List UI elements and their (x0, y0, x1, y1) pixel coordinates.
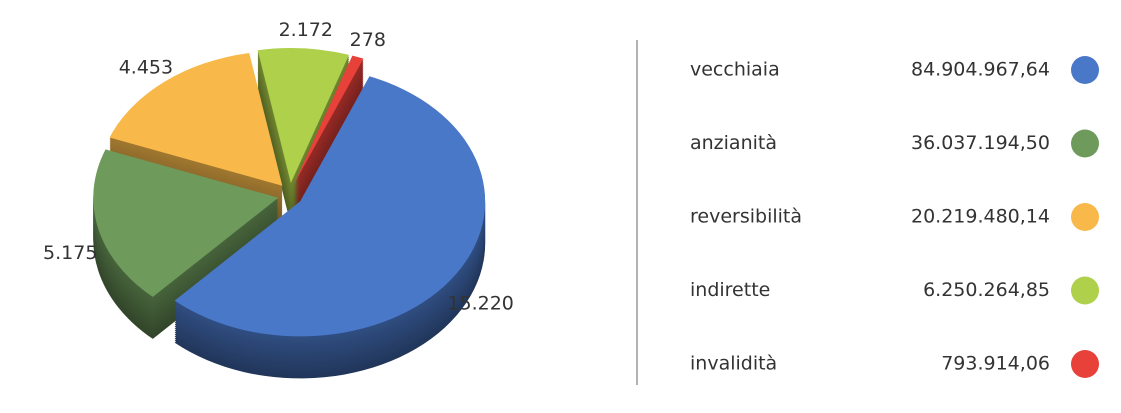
legend-swatch (1071, 129, 1099, 158)
legend-swatch (1071, 276, 1099, 305)
slice (294, 55, 364, 184)
legend-amount: 793.914,06 (941, 353, 1050, 375)
legend-swatch (1071, 350, 1099, 378)
legend-label: reversibilità (690, 206, 802, 228)
slice-label: 5.175 (43, 242, 97, 264)
legend-swatch (1071, 56, 1099, 84)
legend-amount: 84.904.967,64 (911, 59, 1050, 81)
slice-label: 15.220 (447, 293, 513, 315)
legend-amount: 6.250.264,85 (923, 279, 1050, 301)
legend-amount: 36.037.194,50 (911, 132, 1050, 154)
legend-label: anzianità (690, 132, 777, 154)
slice-label: 278 (350, 29, 386, 51)
legend-label: invalidità (690, 353, 777, 375)
slice (93, 149, 279, 297)
slice-label: 4.453 (119, 57, 173, 79)
legend-amount: 20.219.480,14 (911, 206, 1050, 228)
legend-swatch (1071, 203, 1099, 231)
slice (257, 48, 350, 184)
slice-label: 2.172 (279, 19, 333, 41)
slice (174, 76, 486, 337)
legend-label: indirette (690, 279, 770, 301)
legend-label: vecchiaia (690, 59, 780, 81)
slice (109, 52, 283, 186)
